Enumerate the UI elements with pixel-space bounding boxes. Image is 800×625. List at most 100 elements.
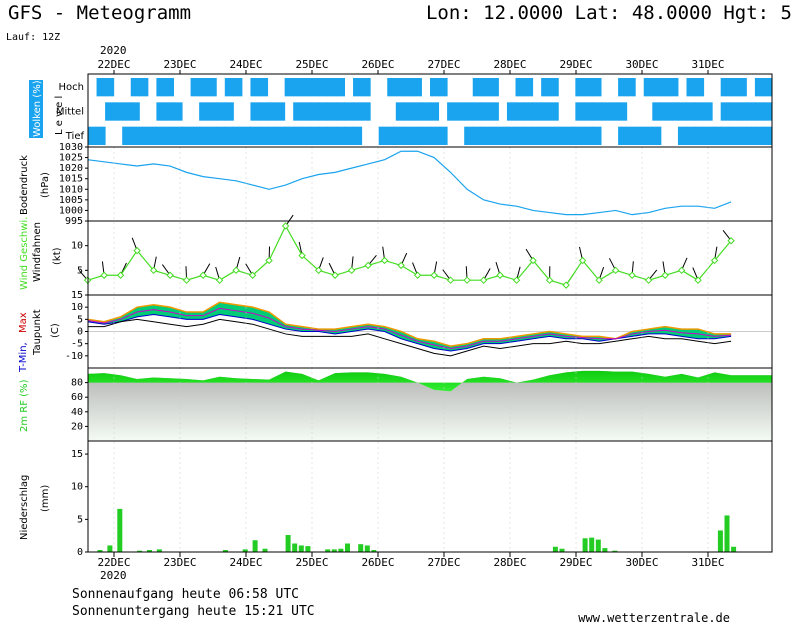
- x-tick-label-bottom: 24DEC: [229, 556, 262, 569]
- cloud-cell: [259, 102, 269, 121]
- cloud-cell: [267, 102, 277, 121]
- cloud-cell: [669, 102, 679, 121]
- cloud-cell: [549, 102, 559, 121]
- cloud-cell: [746, 126, 756, 145]
- wind-barb-label: Windfahnen: [32, 222, 43, 282]
- cloud-cell: [489, 102, 499, 121]
- precip-bar: [595, 539, 601, 552]
- cloud-level-label: Tief: [65, 131, 85, 142]
- temp-axis-unit: (C): [50, 323, 61, 338]
- cloud-cell: [156, 126, 166, 145]
- cloud-cell: [763, 102, 773, 121]
- pressure-tick-label: 1025: [59, 153, 83, 164]
- wind-tick-label: 10: [71, 241, 83, 252]
- panel-frame: [87, 146, 773, 222]
- cloud-cell: [233, 78, 243, 97]
- cloud-cell: [139, 126, 149, 145]
- cloud-cell: [652, 78, 662, 97]
- precip-bar: [137, 550, 143, 552]
- precip-bar: [724, 515, 730, 552]
- cloud-cell: [335, 78, 345, 97]
- cloud-cell: [583, 102, 593, 121]
- cloud-cell: [729, 78, 739, 97]
- pressure-tick-label: 1020: [59, 163, 83, 174]
- cloud-cell: [575, 78, 585, 97]
- wind-point: [331, 271, 339, 279]
- temperature-tick-label: 0: [77, 327, 83, 338]
- x-tick-label-bottom: 29DEC: [559, 556, 592, 569]
- wind-point: [380, 256, 389, 265]
- cloud-cell: [695, 102, 705, 121]
- precip-tick-label: 0: [77, 547, 83, 558]
- cloud-cell: [318, 126, 328, 145]
- cloud-cell: [601, 102, 611, 121]
- cloud-cell: [310, 102, 320, 121]
- cloud-cell: [660, 102, 670, 121]
- sunset-text: Sonnenuntergang heute 15:21 UTC: [72, 604, 315, 619]
- wind-point: [430, 271, 438, 279]
- wind-speed-line: [87, 224, 732, 286]
- cloud-cell: [199, 102, 209, 121]
- wind-point: [232, 266, 240, 275]
- cloud-cell: [669, 78, 679, 97]
- cloud-cell: [164, 78, 174, 97]
- cloud-cell: [216, 102, 226, 121]
- cloud-cell: [130, 126, 140, 145]
- tmean-line: [87, 307, 732, 350]
- precip-bar: [589, 537, 595, 552]
- cloud-cell: [173, 102, 183, 121]
- cloud-cell: [310, 126, 320, 145]
- x-tick-label-top: 29DEC: [559, 58, 592, 71]
- cloud-cell: [677, 102, 687, 121]
- precip-bar: [731, 546, 737, 552]
- cloud-cell: [130, 102, 140, 121]
- cloud-cell: [695, 78, 705, 97]
- cloud-cell: [737, 102, 747, 121]
- wind-point: [364, 261, 372, 270]
- cloud-cell: [361, 102, 371, 121]
- wind-point: [479, 276, 488, 284]
- cloud-cell: [310, 78, 320, 97]
- cloud-cell: [250, 102, 260, 121]
- x-tick-label-top: 26DEC: [361, 58, 394, 71]
- temperature-tick-label: -10: [65, 351, 83, 362]
- cloud-cell: [130, 78, 140, 97]
- cloud-cell: [524, 126, 534, 145]
- website-link[interactable]: www.wetterzentrale.de: [578, 611, 730, 625]
- cloud-cell: [592, 78, 602, 97]
- cloud-cell: [447, 102, 457, 121]
- cloud-cell: [498, 126, 508, 145]
- precip-tick-label: 15: [71, 449, 83, 460]
- cloud-cell: [541, 78, 551, 97]
- cloud-cell: [532, 102, 542, 121]
- precip-bar: [331, 549, 337, 552]
- cloud-cell: [335, 102, 345, 121]
- cloud-cell: [686, 102, 696, 121]
- rh-tick-label: 60: [71, 392, 83, 403]
- cloud-cell: [566, 126, 576, 145]
- cloud-cell: [327, 126, 337, 145]
- cloud-cell: [532, 126, 542, 145]
- cloud-cell: [412, 78, 422, 97]
- precip-bar: [147, 550, 152, 552]
- cloud-cell: [481, 102, 491, 121]
- precip-axis-unit: (mm): [40, 485, 51, 512]
- cloud-cell: [412, 126, 422, 145]
- wind-point: [545, 276, 554, 284]
- pressure-tick-label: 1030: [59, 142, 83, 153]
- cloud-cell: [395, 78, 405, 97]
- cloud-cell: [156, 78, 166, 97]
- precip-bar: [107, 545, 113, 552]
- cloud-cell: [122, 102, 132, 121]
- coordinates: Lon: 12.0000 Lat: 48.0000 Hgt: 5: [425, 2, 792, 24]
- cloud-cell: [267, 126, 277, 145]
- cloud-cell: [190, 78, 200, 97]
- cloud-cell: [122, 126, 132, 145]
- year-label-top: 2020: [100, 44, 127, 57]
- cloud-cell: [464, 102, 474, 121]
- precip-bar: [242, 549, 248, 552]
- cloud-cell: [96, 126, 106, 145]
- temperature-tick-label: 5: [77, 314, 83, 325]
- cloud-cell: [301, 126, 311, 145]
- cloud-cell: [353, 102, 363, 121]
